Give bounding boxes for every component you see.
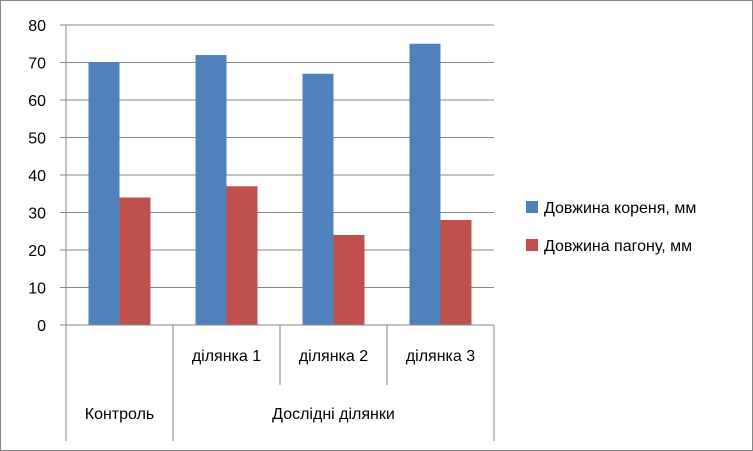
bar — [88, 62, 120, 325]
bar — [409, 43, 441, 325]
bar — [302, 73, 334, 325]
bar — [440, 220, 472, 325]
legend-swatch — [526, 239, 538, 251]
y-tick-label: 40 — [28, 168, 46, 185]
y-tick-label: 30 — [28, 206, 46, 223]
bar — [226, 186, 258, 325]
bar — [333, 235, 365, 325]
x-group-label: Дослідні ділянки — [272, 406, 395, 423]
bars — [88, 43, 472, 325]
legend-label: Довжина пагону, мм — [544, 238, 692, 255]
y-tick-label: 60 — [28, 93, 46, 110]
x-category-label: Контроль — [85, 406, 155, 423]
y-tick-label: 0 — [37, 318, 46, 335]
bar — [119, 197, 151, 325]
x-category-label: ділянка 2 — [299, 348, 368, 365]
x-category-label: ділянка 3 — [406, 348, 475, 365]
x-category-label: ділянка 1 — [192, 348, 261, 365]
y-tick-label: 50 — [28, 131, 46, 148]
y-tick-label: 10 — [28, 281, 46, 298]
x-axis-labels: Контроль ділянка 1 ділянка 2 ділянка 3 Дослі… — [65, 325, 495, 441]
y-tick-label: 80 — [28, 18, 46, 35]
legend-swatch — [526, 201, 538, 213]
y-tick-label: 20 — [28, 243, 46, 260]
legend-label: Довжина кореня, мм — [544, 200, 696, 217]
y-tick-label: 70 — [28, 56, 46, 73]
bar — [195, 55, 227, 325]
legend: Довжина кореня, мм Довжина пагону, мм — [526, 200, 696, 255]
y-axis-tick-labels: 0 10 20 30 40 50 60 70 80 — [28, 18, 66, 335]
